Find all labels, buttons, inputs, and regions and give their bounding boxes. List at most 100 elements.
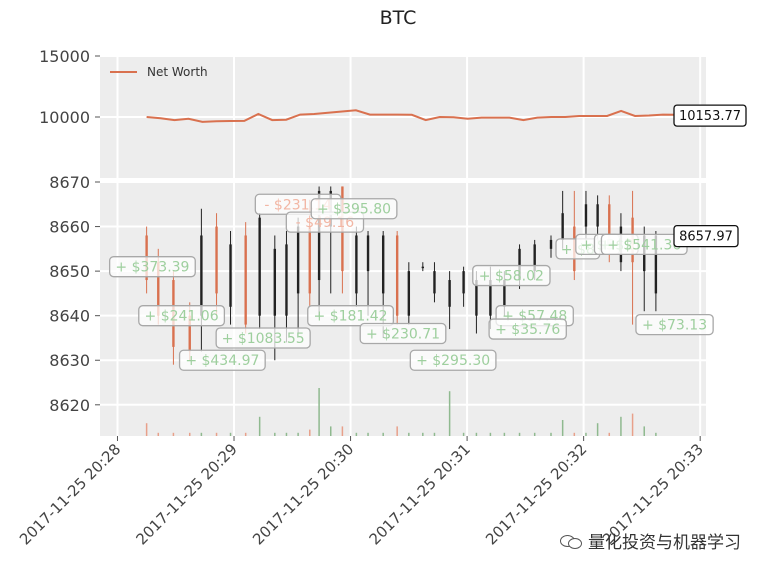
net-worth-last-value-label: 10153.77 xyxy=(679,109,741,124)
buy-trade-label: + $1083.55 xyxy=(215,327,311,349)
candle-body xyxy=(561,213,564,240)
volume-bar xyxy=(503,432,506,436)
volume-bar xyxy=(382,432,384,436)
net-worth-last-value: 10153.77 xyxy=(673,104,747,127)
trade-label-text: + $230.71 xyxy=(366,327,440,343)
volume-bar xyxy=(285,432,288,436)
candlestick xyxy=(448,271,451,330)
trade-label-box xyxy=(472,264,551,287)
volume-bar xyxy=(518,432,521,436)
x-tick-label: 2017-11-25 20:31 xyxy=(366,440,474,548)
buy-trade-label: + $373.39 xyxy=(108,256,196,278)
candle-body xyxy=(273,248,277,316)
candle-body xyxy=(549,239,553,249)
candlestick xyxy=(462,266,465,307)
buy-trade-label: + $230.71 xyxy=(359,322,447,345)
buy-trade-label: + $395.80 xyxy=(310,198,398,220)
trade-label-box xyxy=(215,327,311,349)
candlestick xyxy=(244,222,247,334)
buy-trade-label: + $541.36 xyxy=(600,233,688,256)
volume-bar xyxy=(608,432,611,436)
chart-title: BTC xyxy=(380,7,417,29)
volume-bar xyxy=(655,432,657,436)
volume-bar xyxy=(550,432,552,436)
candle-body xyxy=(285,244,288,316)
trade-label-text: + $58.02 xyxy=(479,269,544,285)
buy-trade-label: + $295.30 xyxy=(409,349,497,371)
volume-bar xyxy=(215,432,218,436)
watermark: 量化投资与机器学习 xyxy=(560,528,741,553)
candle-body xyxy=(381,235,385,294)
candle-body xyxy=(308,226,311,294)
trade-label-box xyxy=(307,305,395,327)
candle-body xyxy=(296,226,300,294)
volume-bar xyxy=(573,432,576,436)
candle-body xyxy=(518,248,521,281)
trade-label-box xyxy=(178,349,266,371)
volume-bar xyxy=(462,432,465,436)
trade-label-box xyxy=(488,318,567,340)
volume-bar xyxy=(355,432,358,436)
volume-bar xyxy=(258,416,261,436)
volume-bar xyxy=(145,423,148,436)
candle-body xyxy=(462,271,465,294)
candle-body xyxy=(533,244,536,272)
candle-body xyxy=(258,217,261,316)
buy-trade-label: + $58.02 xyxy=(472,264,551,287)
volume-bar xyxy=(244,432,247,436)
volume-bar xyxy=(596,423,599,436)
volume-bar xyxy=(561,420,564,436)
volume-bar xyxy=(620,416,622,436)
legend-label: Net Worth xyxy=(147,65,208,79)
trade-label-text: + $373.39 xyxy=(115,260,189,276)
candle-body xyxy=(395,235,399,316)
candlestick xyxy=(355,226,358,307)
trade-label-text: + $241.06 xyxy=(145,309,219,325)
trade-label-box xyxy=(359,322,447,345)
candlestick xyxy=(407,262,411,325)
trade-label-box xyxy=(138,305,226,327)
trade-label-box xyxy=(310,198,398,220)
candle-body xyxy=(475,280,478,316)
price-last-value: 8657.97 xyxy=(673,224,739,248)
candlestick xyxy=(285,231,288,343)
net-worth-y-tick-label: 15000 xyxy=(39,47,90,66)
volume-bar xyxy=(489,432,492,436)
volume-bar xyxy=(229,432,232,436)
price-y-tick-label: 8670 xyxy=(49,173,90,192)
candle-body xyxy=(407,271,411,316)
price-y-tick-label: 8660 xyxy=(49,218,90,237)
candlestick xyxy=(549,235,553,258)
volume-bar xyxy=(408,432,410,436)
candle-body xyxy=(200,235,203,316)
candle-body xyxy=(366,235,370,272)
volume-bar xyxy=(475,432,478,436)
candlestick xyxy=(421,262,425,272)
price-last-value-label: 8657.97 xyxy=(679,230,733,245)
trade-label-text: + $73.13 xyxy=(642,318,707,334)
volume-bar xyxy=(448,391,451,436)
candle-body xyxy=(317,190,321,281)
volume-bar xyxy=(643,426,645,436)
volume-bar xyxy=(318,388,320,436)
candle-body xyxy=(608,204,611,249)
wechat-icon xyxy=(560,533,582,549)
volume-bar xyxy=(396,426,398,436)
volume-bar xyxy=(433,432,436,436)
candle-body xyxy=(229,244,232,307)
candlestick xyxy=(395,231,399,325)
trade-label-text: + $541.36 xyxy=(607,237,681,253)
volume-bar xyxy=(297,432,299,436)
price-panel: 8670 8660 8650 8640 8630 8620 + $373.39 + $241.… xyxy=(49,173,739,436)
volume-bar xyxy=(422,432,424,436)
net-worth-y-tick-label: 10000 xyxy=(39,108,90,127)
price-y-tick-label: 8650 xyxy=(49,262,90,281)
trade-label-text: + $35.76 xyxy=(495,322,560,338)
candlestick xyxy=(366,231,370,316)
net-worth-panel: 15000 10000 Net Worth 10153.77 xyxy=(39,47,747,178)
net-worth-legend: Net Worth xyxy=(110,65,208,79)
candlestick xyxy=(433,262,436,303)
candle-body xyxy=(584,204,588,227)
x-tick-label: 2017-11-25 20:29 xyxy=(133,440,241,548)
